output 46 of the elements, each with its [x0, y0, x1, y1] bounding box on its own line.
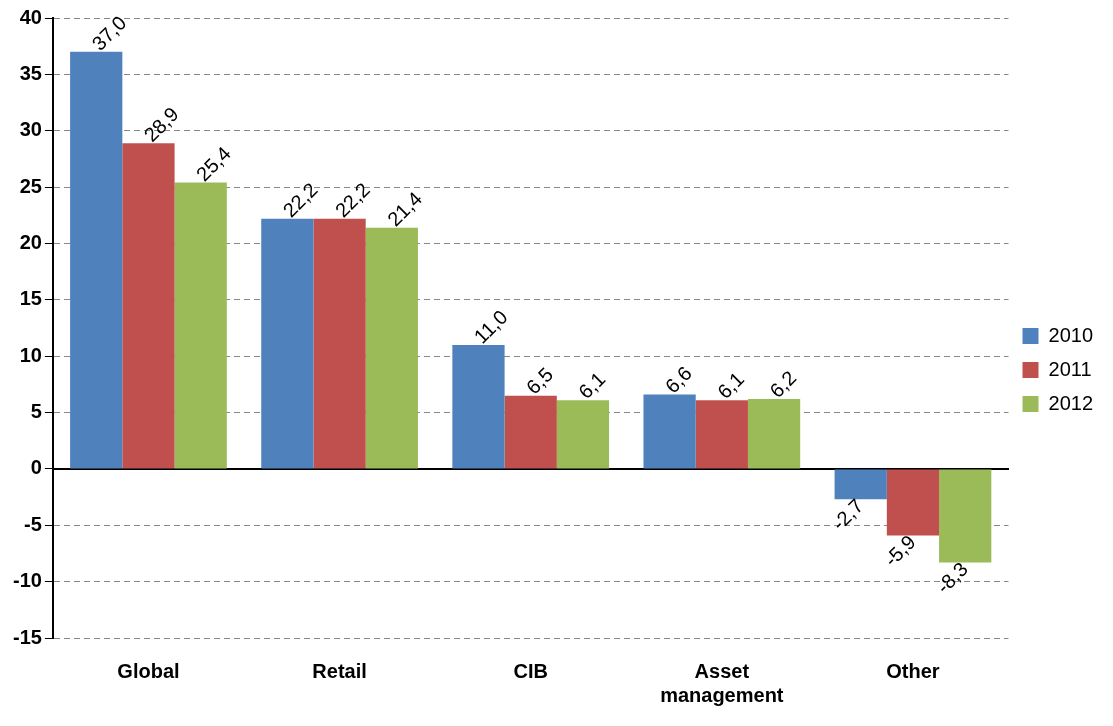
- bar: [556, 400, 610, 469]
- data-label: 11,0: [469, 305, 512, 348]
- data-label: -2,7: [827, 494, 868, 535]
- bar: [122, 143, 175, 469]
- legend-label: 2012: [1048, 391, 1094, 414]
- data-label: -5,9: [879, 530, 920, 571]
- bar: [174, 182, 227, 469]
- data-label: 28,9: [139, 102, 183, 146]
- bar: [261, 218, 314, 469]
- y-tick-label: 25: [19, 174, 42, 197]
- y-tick-label: -5: [24, 512, 42, 535]
- bar: [834, 469, 887, 500]
- y-tick-label: 30: [19, 118, 42, 141]
- data-label: 6,1: [713, 367, 749, 403]
- bar: [695, 400, 748, 469]
- y-tick-label: 40: [19, 5, 42, 28]
- data-label: 6,2: [765, 366, 801, 402]
- bar: [504, 395, 557, 469]
- legend-label: 2011: [1048, 357, 1092, 380]
- bar: [365, 227, 418, 469]
- x-tick-label: Other: [886, 659, 940, 682]
- x-tick-label: Retail: [312, 659, 367, 682]
- y-tick-label: -15: [13, 625, 42, 648]
- x-tick-label: CIB: [513, 659, 548, 682]
- bar: [313, 218, 366, 469]
- y-tick-label: 10: [19, 343, 42, 366]
- y-tick-label: 5: [30, 400, 42, 423]
- legend-label: 2010: [1048, 323, 1094, 346]
- data-label: -8,3: [931, 557, 972, 598]
- bar: [886, 469, 940, 536]
- data-label: 37,0: [87, 11, 131, 55]
- y-tick-label: 35: [19, 61, 42, 84]
- data-label: 6,6: [660, 362, 696, 398]
- y-tick-label: 20: [19, 230, 42, 253]
- bar: [643, 394, 696, 469]
- bar: [452, 344, 505, 469]
- bar: [747, 399, 801, 469]
- y-tick-label: 15: [19, 287, 42, 310]
- y-tick-label: -10: [13, 569, 42, 592]
- data-label: 6,5: [521, 363, 558, 399]
- y-tick-label: 0: [30, 456, 42, 479]
- x-tick-label: Asset management: [660, 659, 784, 706]
- x-tick-label: Global: [117, 659, 180, 682]
- bar: [70, 51, 123, 469]
- data-label: 6,1: [574, 367, 610, 403]
- bar: [939, 469, 992, 563]
